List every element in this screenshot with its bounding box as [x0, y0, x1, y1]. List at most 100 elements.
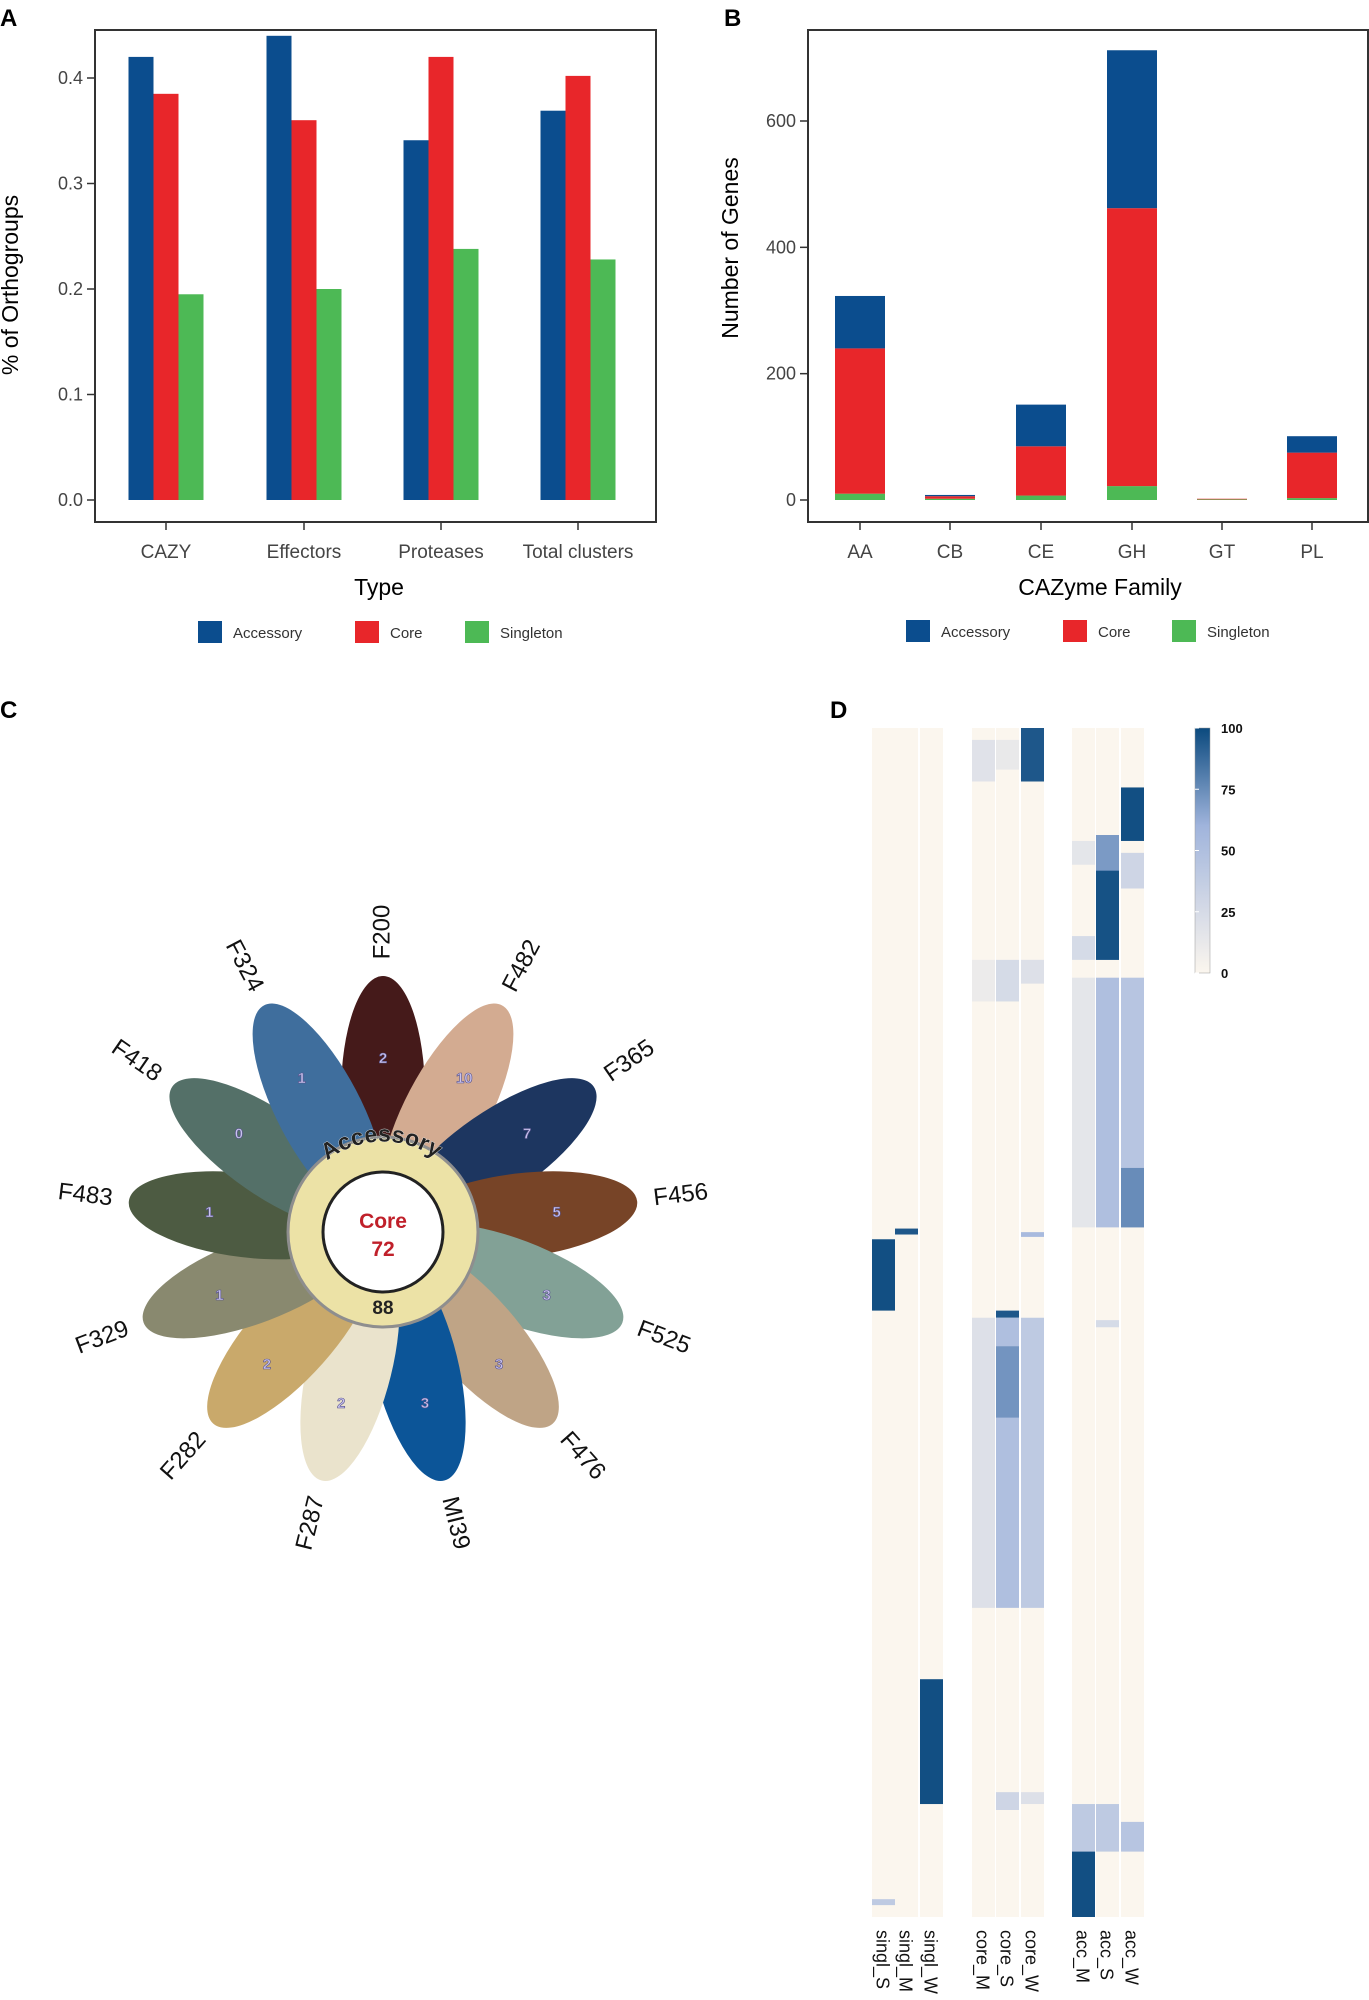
heatmap-column-label-acc-s: acc_S: [1096, 1930, 1117, 1980]
petal-label-f525: F525: [634, 1315, 695, 1360]
stack-gh-singleton: [1107, 486, 1157, 500]
bar-effectors-core: [291, 120, 317, 500]
petal-label-f456: F456: [652, 1178, 710, 1211]
panel-label-d: D: [830, 697, 847, 724]
legend-label-accessory: Accessory: [233, 625, 303, 642]
panel-b-y-tick-label: 600: [766, 111, 796, 131]
heatmap-block-acc-m: [1072, 936, 1095, 960]
bar-effectors-accessory: [266, 35, 292, 501]
bar-cazy-accessory: [128, 56, 154, 501]
heatmap-block-acc-m: [1072, 1851, 1095, 1917]
heatmap-block-acc-s: [1096, 977, 1119, 1228]
panel-c-flower-venn: 2F20010F4827F3655F4563F5253F4763MI392F28…: [57, 905, 710, 1553]
bar-effectors-singleton: [316, 289, 342, 500]
heatmap-block-acc-w: [1121, 977, 1144, 1228]
heatmap-block-core-s: [996, 1792, 1019, 1810]
panel-a-x-tick-label: CAZY: [141, 542, 192, 563]
heatmap-block-core-w: [1021, 959, 1044, 984]
petal-count-mi39: 3: [421, 1395, 429, 1412]
core-circle: [321, 1170, 445, 1294]
panel-b-x-tick-label: PL: [1300, 542, 1323, 563]
stack-pl-singleton: [1287, 498, 1337, 500]
petal-count-f287: 2: [337, 1395, 345, 1412]
panel-b-x-tick-label: CE: [1028, 542, 1054, 563]
stack-aa-singleton: [835, 493, 885, 500]
legend-b-swatch-core: [1063, 620, 1087, 642]
petal-count-f418: 0: [235, 1126, 243, 1143]
panel-a-x-tick-label: Proteases: [398, 542, 484, 563]
stack-cb-core: [925, 496, 975, 499]
heatmap-block-core-w: [1021, 1792, 1044, 1805]
legend-label-singleton: Singleton: [500, 625, 563, 642]
panel-a-y-tick-label: 0.4: [58, 68, 83, 88]
heatmap-block-singl-m: [895, 1228, 918, 1235]
colorbar-tick-label: 0: [1221, 966, 1228, 981]
heatmap-block-singl-s: [872, 1239, 895, 1311]
heatmap-column-label-core-s: core_S: [996, 1930, 1017, 1987]
stack-ce-core: [1016, 446, 1066, 496]
accessory-count: 88: [372, 1298, 393, 1319]
petal-label-f483: F483: [57, 1178, 115, 1211]
panel-b-x-tick-label: GT: [1209, 542, 1236, 563]
heatmap-block-core-s: [996, 739, 1019, 770]
petal-label-f365: F365: [599, 1034, 659, 1087]
heatmap-column-label-singl-s: singl_S: [872, 1930, 893, 1989]
stack-ce-accessory: [1016, 404, 1066, 447]
panel-a-y-tick-label: 0.1: [58, 385, 83, 405]
legend-swatch-accessory: [198, 621, 222, 643]
heatmap-block-core-w: [1021, 1317, 1044, 1608]
stack-aa-core: [835, 348, 885, 494]
stack-gh-core: [1107, 208, 1157, 487]
bar-proteases-accessory: [403, 140, 429, 500]
petal-label-f282: F282: [155, 1426, 211, 1485]
panel-b-x-tick-label: GH: [1118, 542, 1147, 563]
petal-count-f483: 1: [205, 1204, 213, 1221]
legend-b-label-accessory: Accessory: [941, 624, 1011, 641]
petal-count-f282: 2: [263, 1356, 271, 1373]
panel-label-a: A: [0, 5, 17, 32]
stack-cb-singleton: [925, 498, 975, 500]
heatmap-column-label-singl-m: singl_M: [895, 1930, 916, 1992]
bar-total-clusters-accessory: [540, 110, 566, 500]
petal-label-f482: F482: [497, 935, 546, 996]
legend-b-swatch-singleton: [1172, 620, 1196, 642]
panel-a-x-tick-label: Effectors: [267, 542, 342, 563]
heatmap-block-acc-s: [1096, 1804, 1119, 1852]
panel-b-x-tick-label: AA: [847, 542, 873, 563]
petal-label-f200: F200: [368, 905, 395, 960]
bar-proteases-singleton: [453, 248, 479, 500]
panel-b-y-tick-label: 400: [766, 237, 796, 257]
petal-count-f329: 1: [215, 1287, 223, 1304]
heatmap-block-acc-s: [1096, 1320, 1119, 1328]
heatmap-block-acc-s: [1096, 870, 1119, 960]
bar-total-clusters-singleton: [590, 259, 616, 500]
petal-label-f476: F476: [555, 1426, 611, 1485]
legend-b-label-core: Core: [1098, 624, 1131, 641]
core-count: 72: [371, 1238, 394, 1261]
heatmap-column-label-acc-m: acc_M: [1072, 1930, 1093, 1983]
heatmap-block-core-s: [996, 959, 1019, 1002]
petal-count-f476: 3: [495, 1356, 503, 1373]
stack-gt-core: [1197, 498, 1247, 500]
panel-a-x-axis-label: Type: [354, 574, 404, 600]
bar-proteases-core: [428, 56, 454, 501]
colorbar-tick-label: 50: [1221, 844, 1235, 859]
heatmap-block-core-w: [1021, 1232, 1044, 1237]
petal-count-f324: 1: [298, 1070, 306, 1087]
petal-label-f329: F329: [72, 1315, 133, 1360]
panel-a-y-tick-label: 0.3: [58, 174, 83, 194]
panel-a-y-tick-label: 0.0: [58, 490, 83, 510]
heatmap-block-singl-w: [920, 1679, 943, 1805]
heatmap-block-acc-w: [1121, 1821, 1144, 1852]
legend-b-swatch-accessory: [906, 620, 930, 642]
stack-gt-singleton: [1197, 499, 1247, 500]
panel-b-y-tick-label: 0: [786, 490, 796, 510]
stack-pl-core: [1287, 452, 1337, 499]
legend-swatch-singleton: [465, 621, 489, 643]
panel-a-x-tick-label: Total clusters: [523, 542, 634, 563]
heatmap-block-acc-w: [1121, 1167, 1144, 1228]
heatmap-block-core-w: [1021, 728, 1044, 782]
panel-b-y-axis-label: Number of Genes: [717, 157, 743, 339]
